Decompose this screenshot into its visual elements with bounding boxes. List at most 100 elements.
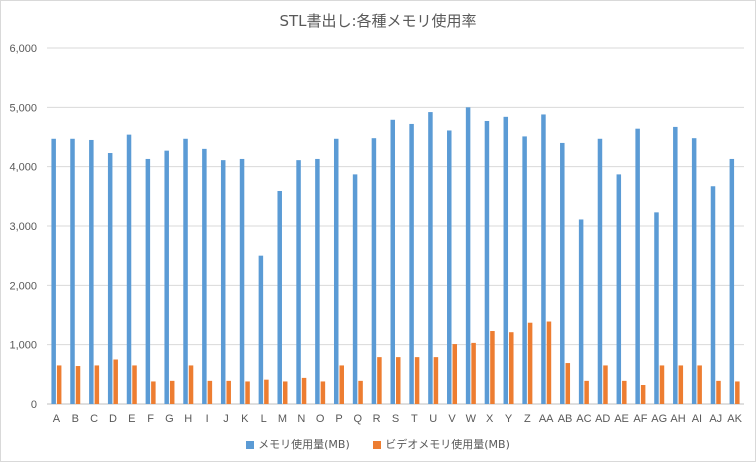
- bar-memory: [220, 160, 226, 404]
- bar-memory: [277, 190, 282, 404]
- y-tick-label: 5,000: [9, 102, 37, 114]
- bar-video-memory: [207, 380, 213, 404]
- bar-memory: [654, 212, 659, 404]
- x-tick-label: G: [165, 413, 174, 425]
- bar-memory: [635, 128, 640, 404]
- x-tick-label: AD: [595, 413, 610, 425]
- bar-video-memory: [113, 359, 118, 404]
- bar-memory: [107, 153, 113, 404]
- legend-label-memory: メモリ使用量(MB): [258, 438, 350, 451]
- legend-swatch-memory: [246, 441, 255, 449]
- bar-video-memory: [320, 381, 326, 404]
- bar-memory: [710, 186, 716, 404]
- bar-video-memory: [94, 365, 100, 404]
- bar-memory: [315, 158, 320, 404]
- x-tick-label: AK: [727, 413, 742, 425]
- x-tick-label: AI: [692, 413, 702, 425]
- bar-memory: [296, 160, 301, 404]
- x-tick-label: F: [147, 413, 154, 425]
- bar-video-memory: [490, 331, 495, 404]
- x-tick-label: H: [184, 413, 192, 425]
- bar-memory: [560, 142, 565, 404]
- x-tick-label: AC: [576, 413, 591, 425]
- bar-video-memory: [414, 357, 420, 404]
- bar-memory: [89, 139, 94, 404]
- bar-video-memory: [56, 365, 62, 404]
- x-tick-label: Q: [354, 413, 363, 425]
- bar-video-memory: [264, 379, 269, 404]
- bar-memory: [578, 219, 584, 404]
- bar-video-memory: [226, 380, 231, 404]
- legend-item-memory: メモリ使用量(MB): [246, 436, 350, 452]
- chart-title: STL書出し:各種メモリ使用率: [279, 12, 477, 30]
- legend-label-video-memory: ビデオメモリ使用量(MB): [385, 438, 510, 451]
- bar-video-memory: [509, 332, 514, 404]
- bar-memory: [51, 138, 56, 404]
- y-tick-label: 0: [31, 399, 37, 411]
- bar-memory: [164, 150, 169, 404]
- x-tick-label: N: [297, 413, 305, 425]
- bar-video-memory: [452, 344, 458, 404]
- bar-memory: [503, 116, 509, 405]
- bar-video-memory: [471, 342, 476, 404]
- bar-video-memory: [659, 365, 665, 404]
- x-tick-label: AA: [539, 413, 554, 425]
- bar-memory: [597, 138, 603, 404]
- x-tick-label: T: [411, 413, 418, 425]
- bar-video-memory: [169, 380, 175, 404]
- bar-video-memory: [245, 381, 250, 404]
- bar-video-memory: [546, 321, 552, 404]
- x-tick-label: K: [241, 413, 249, 425]
- x-tick-label: D: [109, 413, 117, 425]
- bar-memory: [465, 107, 471, 404]
- bar-video-memory: [697, 365, 702, 404]
- chart-legend: メモリ使用量(MB) ビデオメモリ使用量(MB): [0, 436, 756, 452]
- bar-video-memory: [584, 380, 589, 404]
- bar-memory: [691, 138, 697, 405]
- bar-memory: [258, 255, 264, 404]
- bar-memory: [145, 158, 151, 404]
- bar-video-memory: [433, 357, 439, 404]
- y-tick-label: 1,000: [9, 340, 37, 352]
- bar-video-memory: [565, 363, 571, 404]
- bar-memory: [352, 174, 358, 404]
- x-tick-label: AJ: [709, 413, 722, 425]
- x-tick-label: AE: [614, 413, 629, 425]
- x-tick-label: P: [335, 413, 342, 425]
- legend-item-video-memory: ビデオメモリ使用量(MB): [373, 436, 510, 452]
- x-tick-label: X: [486, 413, 494, 425]
- bar-memory: [70, 138, 75, 404]
- bar-memory: [541, 114, 546, 404]
- bar-video-memory: [527, 322, 533, 404]
- x-tick-label: B: [72, 413, 79, 425]
- bar-video-memory: [622, 380, 627, 404]
- bar-memory: [729, 158, 735, 404]
- bar-memory: [428, 112, 433, 404]
- bar-video-memory: [75, 366, 81, 404]
- x-tick-label: M: [278, 413, 287, 425]
- bar-video-memory: [301, 377, 307, 404]
- bar-video-memory: [282, 381, 288, 404]
- bar-memory: [522, 136, 527, 404]
- x-tick-label: AG: [651, 413, 667, 425]
- x-tick-label: C: [90, 413, 98, 425]
- bar-memory: [447, 130, 452, 404]
- bar-video-memory: [377, 357, 382, 404]
- bar-video-memory: [396, 357, 401, 404]
- bar-memory: [126, 134, 132, 405]
- x-tick-label: W: [466, 413, 477, 425]
- bar-video-memory: [188, 365, 194, 404]
- bar-video-memory: [640, 385, 646, 404]
- bar-memory: [673, 126, 678, 404]
- y-tick-label: 2,000: [9, 280, 37, 292]
- x-tick-label: L: [261, 413, 267, 425]
- x-tick-label: J: [223, 413, 229, 425]
- bar-memory: [484, 120, 490, 404]
- x-tick-label: A: [53, 413, 61, 425]
- bar-video-memory: [603, 365, 608, 404]
- bar-memory: [333, 138, 339, 404]
- x-tick-label: Y: [505, 413, 513, 425]
- bar-memory: [183, 138, 188, 404]
- y-tick-label: 3,000: [9, 221, 37, 233]
